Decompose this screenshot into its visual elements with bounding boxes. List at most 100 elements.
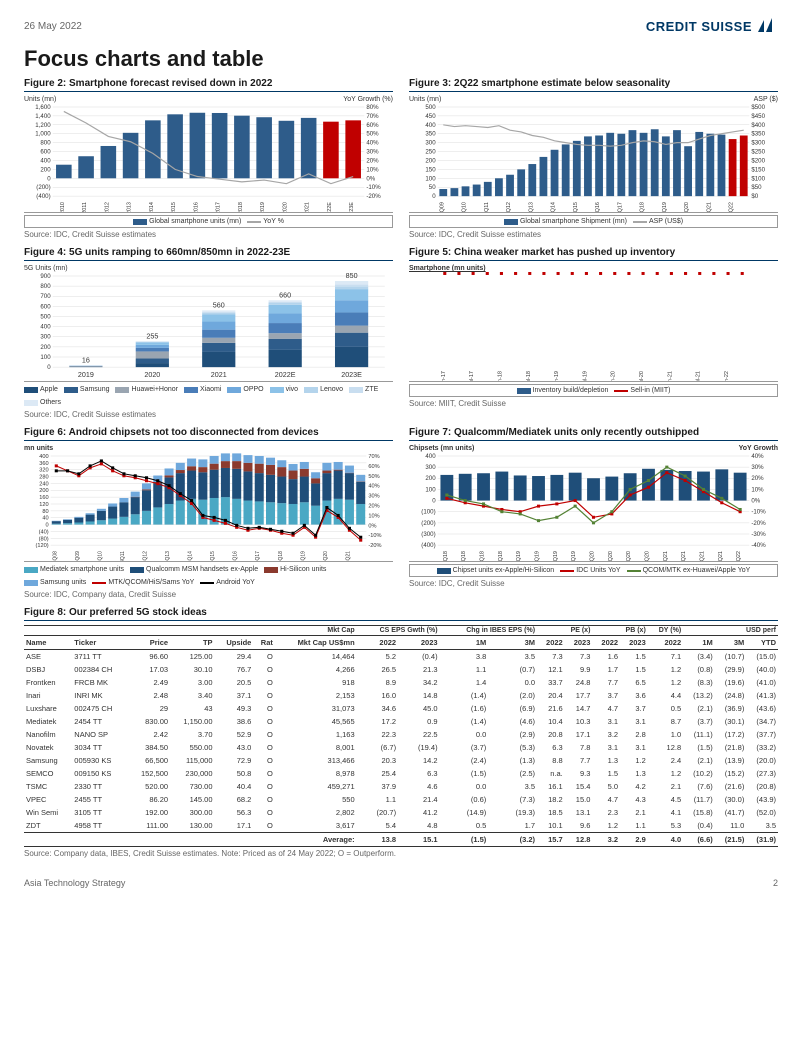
table-cell: 5.0 — [592, 780, 620, 793]
table-cell: (41.3) — [746, 689, 778, 702]
fig5-title: Figure 5: China weaker market has pushed… — [409, 247, 778, 261]
svg-text:2022E: 2022E — [275, 372, 296, 379]
table-cell: 3.1 — [592, 715, 620, 728]
legend-item: QCOM/MTK ex-Huawei/Apple YoY — [627, 567, 751, 574]
table-cell: 4.8 — [398, 819, 439, 833]
table-cell: 20.8 — [537, 728, 565, 741]
svg-text:4Q13: 4Q13 — [165, 551, 171, 561]
table-cell: 1.2 — [592, 819, 620, 833]
svg-text:4Q14: 4Q14 — [188, 551, 194, 561]
table-cell: O — [253, 793, 275, 806]
table-cell: (2.0) — [488, 689, 537, 702]
table-column-header: Price — [128, 636, 170, 650]
table-cell: (3.7) — [440, 741, 489, 754]
legend-item: YoY % — [247, 218, 284, 225]
table-cell: 2455 TT — [72, 793, 128, 806]
svg-text:50%: 50% — [368, 474, 379, 480]
table-cell: (0.4) — [398, 650, 439, 664]
table-cell: 2.49 — [128, 676, 170, 689]
table-group-header: Mkt Cap — [275, 626, 357, 636]
svg-text:2Q18: 2Q18 — [461, 551, 467, 561]
table-cell: n.a. — [537, 767, 565, 780]
svg-text:200: 200 — [40, 167, 51, 173]
svg-text:20%: 20% — [368, 504, 379, 510]
svg-text:-40%: -40% — [751, 543, 766, 549]
svg-text:2019: 2019 — [260, 202, 266, 212]
table-cell: NANO SP — [72, 728, 128, 741]
table-cell: 37.1 — [215, 689, 254, 702]
svg-text:50: 50 — [429, 185, 436, 191]
svg-text:1,000: 1,000 — [35, 132, 51, 138]
table-cell: (20.0) — [746, 754, 778, 767]
table-cell: O — [253, 728, 275, 741]
table-row: Win Semi3105 TT192.00300.0056.3O2,802(20… — [24, 806, 778, 819]
table-column-header: 3M — [488, 636, 537, 650]
svg-text:0: 0 — [47, 176, 51, 182]
table-cell: 68.2 — [215, 793, 254, 806]
svg-text:(200): (200) — [421, 521, 435, 527]
table-cell: 005930 KS — [72, 754, 128, 767]
fig6-y1-label: mn units — [24, 445, 393, 452]
table-row: DSBJ002384 CH17.0330.1076.7O4,26626.521.… — [24, 663, 778, 676]
table-cell: (10.2) — [683, 767, 715, 780]
table-cell — [253, 833, 275, 847]
table-column-header: Ticker — [72, 636, 128, 650]
fig2-title: Figure 2: Smartphone forecast revised do… — [24, 78, 393, 92]
table-cell: 1.7 — [488, 819, 537, 833]
table-cell: O — [253, 702, 275, 715]
svg-text:-10%: -10% — [751, 510, 766, 516]
table-cell: 20.3 — [357, 754, 398, 767]
legend-item: ASP (US$) — [633, 218, 683, 225]
fig8-title: Figure 8: Our preferred 5G stock ideas — [24, 607, 778, 621]
fig3-y1-label: Units (mn) — [409, 96, 441, 103]
fig3-y2-label: ASP ($) — [754, 96, 778, 103]
table-cell: 830.00 — [128, 715, 170, 728]
legend-item: Huawei+Honor — [115, 386, 178, 393]
svg-text:2021: 2021 — [305, 202, 311, 212]
fig5-chart: Jan-17Jul-17Jan-18Jul-18Jan-19Jul-19Jan-… — [409, 272, 778, 381]
table-cell: (1.5) — [440, 767, 489, 780]
svg-text:4Q19: 4Q19 — [300, 551, 306, 561]
svg-text:1Q16: 1Q16 — [595, 202, 601, 212]
svg-text:3Q19: 3Q19 — [553, 551, 559, 561]
table-cell: 2.1 — [620, 806, 648, 819]
table-cell: 86.20 — [128, 793, 170, 806]
table-cell: 0.5 — [648, 702, 683, 715]
svg-text:4Q19: 4Q19 — [571, 551, 577, 561]
table-cell: 29.4 — [215, 650, 254, 664]
table-cell: 45.0 — [398, 702, 439, 715]
fig6-legend: Mediatek smartphone unitsQualcomm MSM ha… — [24, 564, 393, 588]
svg-text:(80): (80) — [39, 536, 49, 542]
table-cell: 14.7 — [565, 702, 593, 715]
svg-text:1Q22: 1Q22 — [729, 202, 735, 212]
fig3-title: Figure 3: 2Q22 smartphone estimate below… — [409, 78, 778, 92]
table-cell: (19.3) — [488, 806, 537, 819]
table-group-header: DY (%) — [648, 626, 683, 636]
fig4-y-label: 5G Units (mn) — [24, 265, 393, 272]
table-column-header: Rat — [253, 636, 275, 650]
svg-text:4Q12: 4Q12 — [142, 551, 148, 561]
svg-text:4Q20: 4Q20 — [644, 551, 650, 561]
svg-text:1Q22: 1Q22 — [736, 551, 742, 561]
svg-text:600: 600 — [40, 304, 51, 310]
table-cell: 43.0 — [215, 741, 254, 754]
table-cell: 130.00 — [170, 819, 214, 833]
svg-text:Jul-20: Jul-20 — [639, 371, 645, 381]
table-cell: 192.00 — [128, 806, 170, 819]
svg-text:4Q09: 4Q09 — [75, 551, 81, 561]
table-cell: 16.1 — [537, 780, 565, 793]
table-column-header: 1M — [440, 636, 489, 650]
table-cell: (0.8) — [683, 663, 715, 676]
table-cell: 1.2 — [648, 663, 683, 676]
table-column-header: 2022 — [592, 636, 620, 650]
table-cell: O — [253, 754, 275, 767]
table-cell: 1.2 — [648, 676, 683, 689]
table-cell: 384.50 — [128, 741, 170, 754]
svg-text:200: 200 — [425, 159, 436, 165]
table-cell: 002475 CH — [72, 702, 128, 715]
table-row: NanofilmNANO SP2.423.7052.9O1,16322.322.… — [24, 728, 778, 741]
table-column-header: Name — [24, 636, 72, 650]
table-cell: 26.5 — [357, 663, 398, 676]
svg-text:40%: 40% — [751, 454, 764, 460]
svg-text:100: 100 — [40, 355, 51, 361]
